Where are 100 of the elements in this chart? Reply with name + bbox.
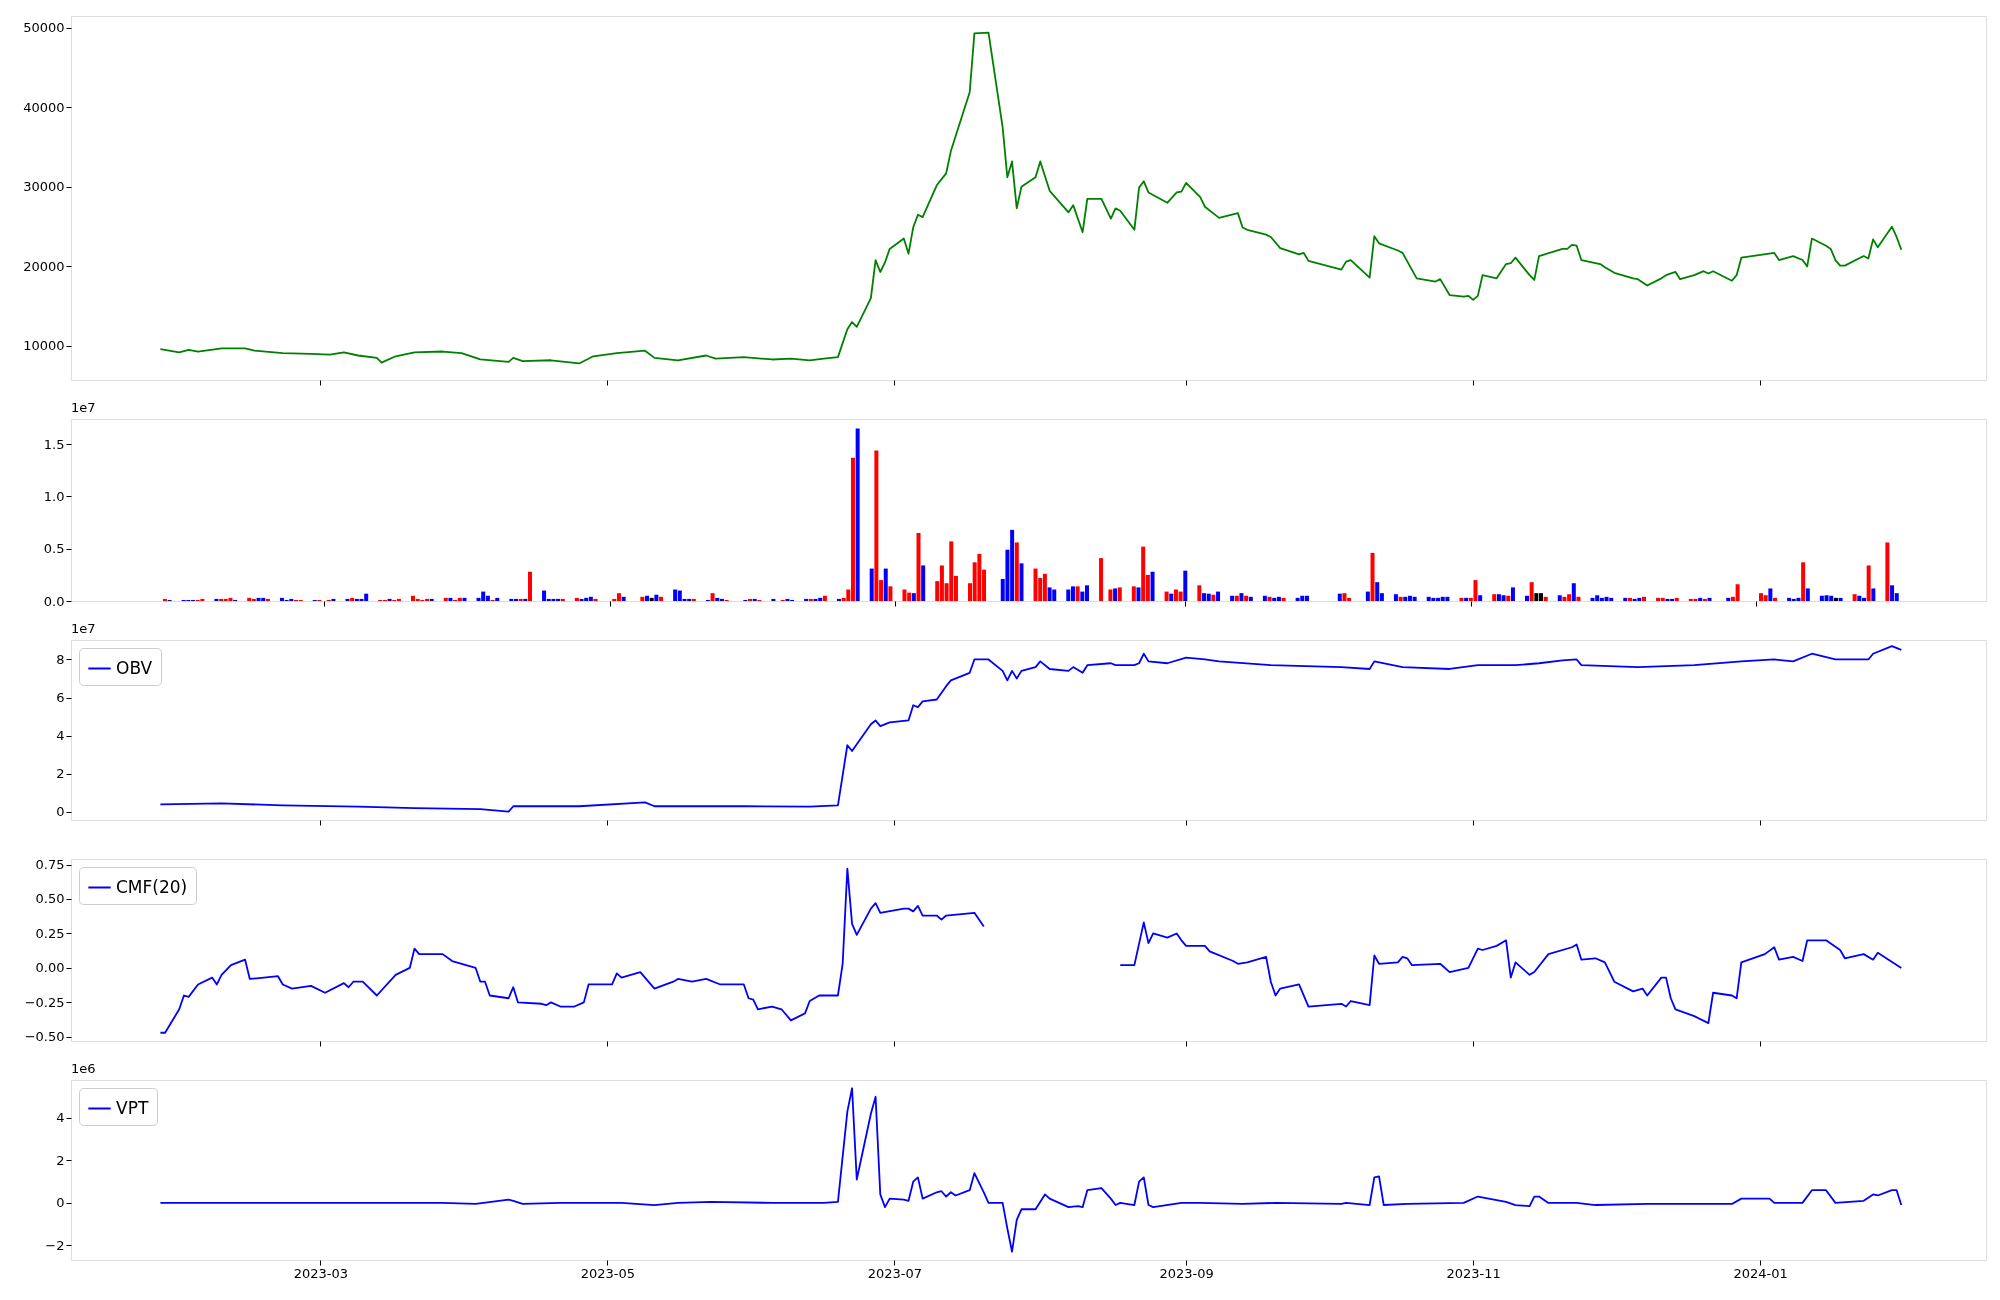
bar <box>1702 598 1707 601</box>
bar <box>495 597 500 601</box>
bar <box>1169 593 1174 601</box>
bar <box>1604 596 1609 601</box>
bar <box>1426 596 1431 601</box>
bar <box>1295 597 1300 601</box>
bar <box>579 598 584 601</box>
bar <box>513 598 518 601</box>
bar <box>247 597 252 601</box>
bar <box>1759 593 1764 601</box>
y-tick-label: 50000 <box>23 20 65 36</box>
bar <box>485 595 490 601</box>
bar <box>364 593 369 601</box>
bar <box>528 571 533 601</box>
y-tick-label: 30000 <box>23 179 65 195</box>
x-tick-label: 2023-11 <box>1446 1265 1501 1281</box>
bar <box>1244 595 1249 601</box>
text: 1e7 <box>71 621 96 636</box>
bar <box>1070 586 1075 601</box>
bar <box>1768 588 1773 601</box>
bar <box>1239 593 1244 601</box>
bar <box>1075 586 1080 601</box>
bar <box>542 590 547 601</box>
bar <box>1066 589 1071 601</box>
y-tick-label: 0.00 <box>35 960 65 976</box>
bar <box>1197 585 1202 601</box>
bar <box>822 595 827 601</box>
bar <box>429 598 434 601</box>
bar <box>1674 597 1679 601</box>
bar <box>509 598 514 601</box>
bar <box>1412 596 1417 601</box>
bar <box>593 598 598 601</box>
bar <box>1890 585 1895 601</box>
bar <box>949 541 954 601</box>
bar <box>1393 594 1398 601</box>
y-tick-label: 20000 <box>23 258 65 274</box>
bar <box>850 457 855 601</box>
bar <box>1763 595 1768 601</box>
legend-label: VPT <box>116 1097 149 1118</box>
y-tick-label: 0.50 <box>35 891 65 907</box>
y-tick-label: 0 <box>56 804 65 820</box>
bar <box>1524 595 1529 601</box>
y-tick-label: 0.75 <box>35 857 65 873</box>
bar <box>415 598 420 601</box>
y-tick-label: 1.5 <box>43 436 65 452</box>
bar <box>387 598 392 601</box>
bar <box>1791 598 1796 601</box>
legend-label: OBV <box>116 657 153 678</box>
y-tick-label: 10000 <box>23 338 65 354</box>
x-tick-label: 2023-03 <box>293 1265 349 1281</box>
bar <box>1178 591 1183 601</box>
y-tick-label: 2 <box>56 1152 65 1168</box>
bar <box>1042 573 1047 601</box>
bar <box>1403 596 1408 601</box>
line-series <box>159 645 1903 813</box>
bar <box>350 597 355 601</box>
bar <box>1698 597 1703 601</box>
bar <box>1871 588 1876 601</box>
bar <box>1857 595 1862 601</box>
y-tick-label: 6 <box>56 690 65 706</box>
bar <box>1202 593 1207 601</box>
bar <box>1117 587 1122 601</box>
bar <box>289 598 294 601</box>
bar <box>1262 595 1267 601</box>
bar <box>1375 582 1380 601</box>
y-tick-label: 0.5 <box>43 541 65 557</box>
bar <box>1529 582 1534 601</box>
bar <box>1099 558 1104 601</box>
bar <box>162 598 167 601</box>
bar <box>1248 596 1253 601</box>
bar <box>1660 597 1665 601</box>
bar <box>654 594 659 601</box>
bar <box>265 598 270 601</box>
bar <box>836 598 841 601</box>
bar <box>1300 595 1305 601</box>
bar <box>345 598 350 601</box>
bar <box>771 598 776 601</box>
bar <box>719 598 724 601</box>
bar <box>710 593 715 601</box>
bar <box>1688 598 1693 601</box>
bar <box>916 533 921 601</box>
bar <box>869 568 874 601</box>
bar <box>1501 595 1506 601</box>
bar <box>200 598 205 601</box>
bar <box>1365 591 1370 601</box>
bar <box>1787 597 1792 601</box>
bar <box>1014 542 1019 601</box>
bar <box>640 596 645 601</box>
bar <box>1113 588 1118 601</box>
bar <box>1216 591 1221 601</box>
bar <box>574 597 579 601</box>
bar <box>902 589 907 601</box>
bar <box>874 450 879 601</box>
bar <box>1642 596 1646 601</box>
bar <box>1885 542 1890 601</box>
bar <box>1478 595 1483 601</box>
bar <box>1576 596 1581 601</box>
bar <box>1510 587 1515 601</box>
bar <box>1131 586 1136 601</box>
bar <box>1047 587 1052 601</box>
